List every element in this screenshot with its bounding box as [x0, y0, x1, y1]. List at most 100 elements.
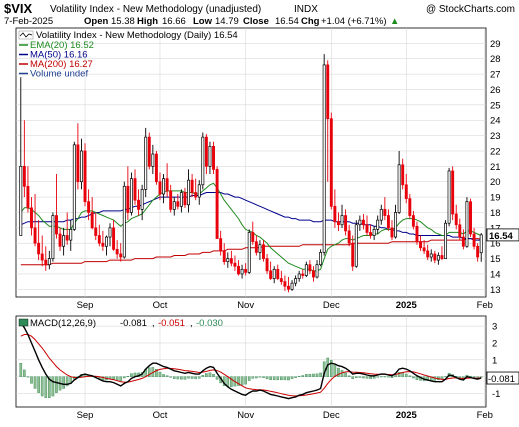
candle-body [297, 273, 301, 279]
candle [244, 263, 248, 276]
macd-hist-bar [122, 376, 126, 379]
macd-hist-bar [115, 376, 119, 381]
candle-body [76, 144, 80, 183]
chart-name: Volatility Index - New Methodology (unad… [50, 4, 261, 15]
candle [222, 243, 226, 265]
macd-hist-bar [297, 375, 301, 377]
macd-hist-bar [101, 376, 105, 381]
macd-label: MACD(12,26,9) [30, 318, 96, 329]
candle-body [140, 189, 144, 210]
high-value: 16.66 [162, 16, 186, 27]
candle [187, 169, 190, 213]
candle-body [351, 242, 355, 267]
macd-hist-bar [408, 375, 412, 377]
macd-hist-bar [444, 376, 447, 378]
candle [119, 243, 123, 262]
macd-hist-bar [344, 372, 347, 377]
candle-body [158, 181, 162, 195]
candle-body [340, 215, 344, 226]
candle [44, 246, 48, 271]
macd-hist-bar [330, 360, 333, 377]
macd-legend: MACD(12,26,9) -0.081 , -0.051 , -0.030 [18, 318, 223, 329]
macd-hist-bar [458, 376, 462, 378]
candle [401, 158, 405, 190]
candle-body [187, 179, 190, 206]
candle-body [390, 227, 394, 238]
candle-body [372, 229, 376, 236]
candle-body [129, 178, 133, 213]
signal-value: -0.051 [158, 318, 185, 329]
candle [365, 215, 369, 236]
macd-hist-bar [319, 372, 322, 377]
macd-marks: -0.081 [19, 322, 519, 400]
candle-body [183, 192, 187, 206]
candle [454, 204, 458, 230]
candle [40, 235, 44, 267]
macd-hist-bar [280, 376, 283, 381]
macd-hist-bar [244, 376, 247, 385]
price-y-tick-label: 21 [490, 162, 501, 173]
candle [112, 220, 116, 251]
macd-hist-bar [165, 375, 169, 377]
candle [276, 264, 280, 281]
candle [158, 172, 162, 201]
macd-hist-bar [240, 376, 244, 386]
candle [279, 270, 283, 285]
macd-hist-bar [305, 374, 308, 377]
macd-hist-bar [30, 376, 33, 384]
macd-hist-bar [44, 376, 48, 398]
legend-label: MA(200) 16.27 [30, 59, 93, 70]
candle-body [133, 178, 137, 201]
macd-hist-bar [301, 375, 305, 377]
candle [287, 277, 290, 293]
candle-body [404, 184, 408, 199]
macd-hist-bar [48, 376, 51, 398]
candle [376, 215, 380, 234]
candle [262, 240, 265, 262]
price-y-tick-label: 16 [490, 239, 501, 250]
macd-x-tick-label: Dec [323, 410, 340, 421]
macd-hist-bar [312, 373, 315, 377]
last-price-box [486, 228, 519, 242]
candle [33, 194, 37, 247]
candle-body [229, 258, 233, 264]
macd-hist-bar [476, 376, 479, 378]
candle [65, 212, 69, 245]
candle-body [26, 185, 30, 209]
macd-line [20, 322, 482, 400]
candle-body [126, 185, 130, 213]
candle-body [283, 281, 287, 287]
candle [51, 212, 55, 262]
candle [165, 163, 169, 198]
candle-body [465, 201, 469, 247]
candle-body [376, 219, 380, 230]
macd-hist-bar [197, 376, 201, 379]
candle-body [365, 224, 369, 233]
ma50-line [20, 192, 482, 241]
price-x-tick-label: Dec [323, 300, 340, 311]
macd-hist-bar [365, 376, 369, 379]
candle-body [294, 278, 298, 284]
macd-hist-bar [347, 375, 351, 377]
macd-hist-bar [287, 376, 290, 381]
candle-body [176, 201, 180, 207]
candle [204, 134, 208, 175]
open-label: Open [84, 16, 108, 27]
candle [19, 77, 23, 236]
candle-body [80, 150, 83, 183]
macd-hist-bar [362, 376, 365, 379]
candle-body [476, 245, 480, 258]
macd-hist-bar [440, 376, 444, 380]
candle [254, 235, 258, 256]
candle [283, 275, 287, 291]
candle [179, 189, 183, 213]
candle [247, 229, 251, 274]
candle [94, 212, 98, 241]
macd-hist-bar [162, 374, 165, 377]
candle [322, 54, 326, 256]
candle-body [240, 268, 244, 275]
candle [272, 266, 276, 284]
macd-sep-2: , [190, 318, 193, 329]
candle [369, 224, 373, 239]
candle [390, 220, 394, 241]
